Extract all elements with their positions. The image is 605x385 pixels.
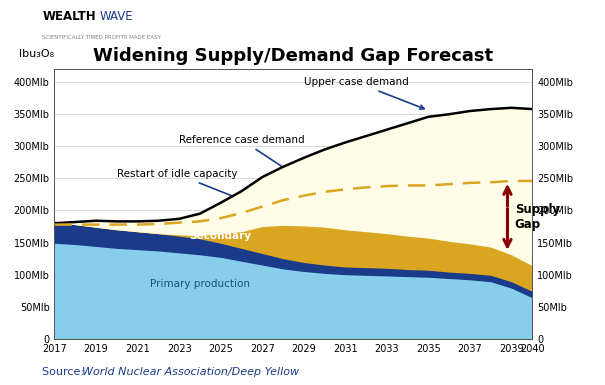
Text: WEALTH: WEALTH	[42, 10, 96, 23]
Title: Widening Supply/Demand Gap Forecast: Widening Supply/Demand Gap Forecast	[93, 47, 494, 65]
Text: Restart of idle capacity: Restart of idle capacity	[117, 169, 258, 207]
Text: World Nuclear Association/Deep Yellow: World Nuclear Association/Deep Yellow	[82, 367, 299, 377]
Text: lbu₃O₈: lbu₃O₈	[19, 49, 54, 59]
Text: Upper case demand: Upper case demand	[304, 77, 424, 109]
Text: Primary production: Primary production	[150, 279, 250, 289]
Text: WAVE: WAVE	[100, 10, 134, 23]
Text: SCIENTIFICALLY TIMED PROFITS MADE EASY: SCIENTIFICALLY TIMED PROFITS MADE EASY	[42, 35, 161, 40]
Text: Reference case demand: Reference case demand	[179, 135, 305, 178]
Text: Secondary: Secondary	[190, 231, 252, 241]
Text: Source:: Source:	[42, 367, 88, 377]
Text: Supply
Gap: Supply Gap	[515, 203, 560, 231]
